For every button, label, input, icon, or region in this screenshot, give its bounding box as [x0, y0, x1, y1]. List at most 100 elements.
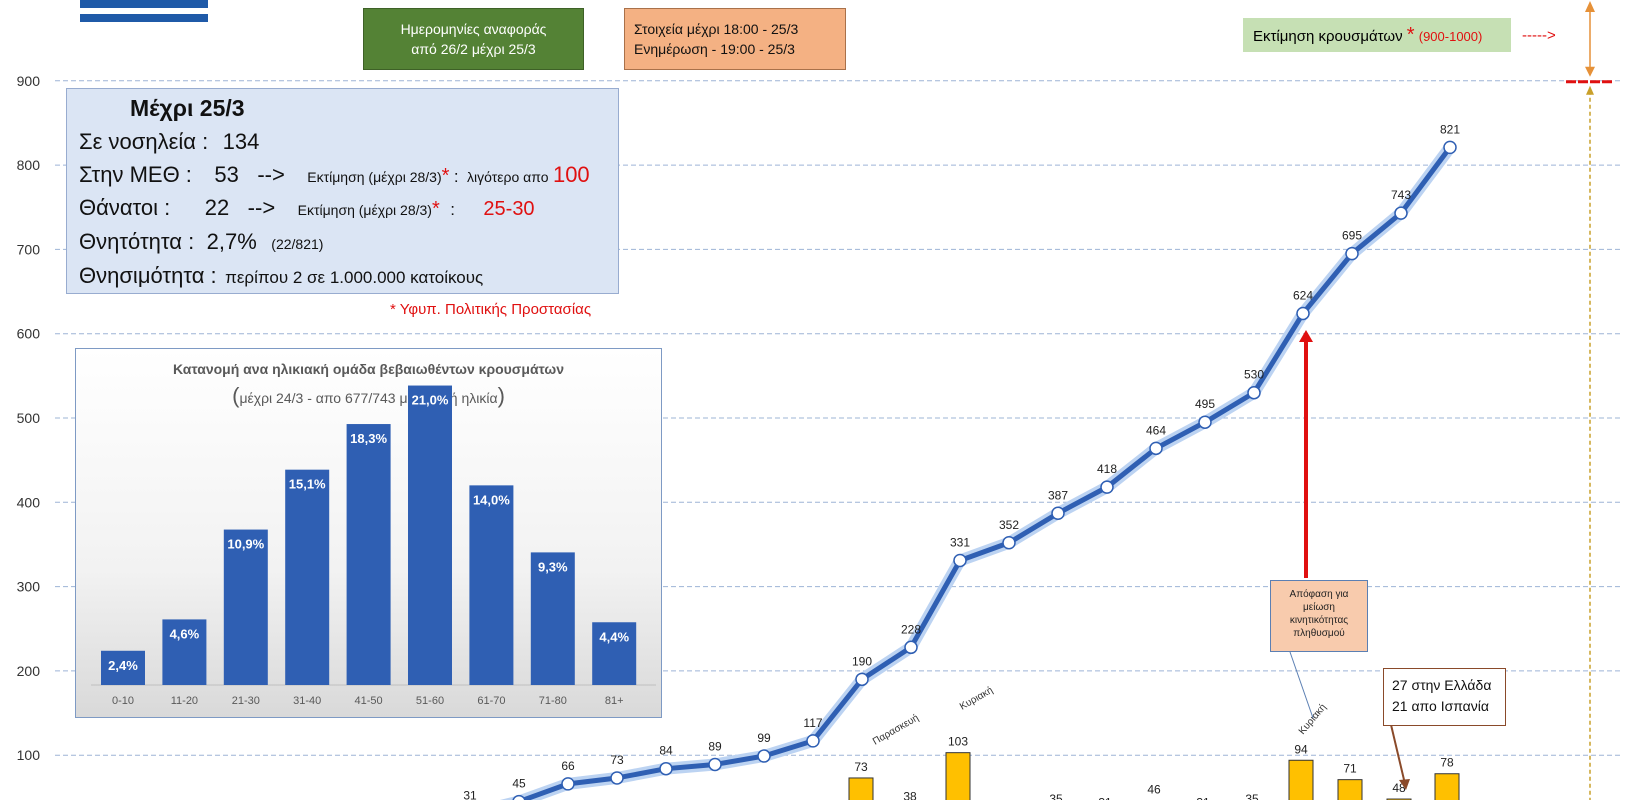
age-subtitle-open: ( — [232, 383, 240, 408]
imported-cases-annotation: 27 στην Ελλάδα 21 απο Ισπανία — [1383, 668, 1506, 726]
age-bar — [469, 485, 514, 685]
key-stats-panel: Μέχρι 25/3 Σε νοσηλεία : 134 Στην ΜΕΘ : … — [66, 88, 619, 294]
deaths-arrow: --> — [247, 195, 276, 220]
icu-estimate-value: 100 — [552, 162, 590, 187]
new-cases-label: 38 — [903, 789, 917, 800]
new-cases-bar — [945, 752, 971, 800]
case-fatality-value: 2,7% — [206, 229, 257, 254]
case-fatality-label: Θνητότητα : — [79, 229, 195, 254]
age-category-label: 81+ — [605, 695, 624, 707]
age-bar — [530, 552, 575, 685]
case-fatality-row: Θνητότητα : 2,7% (22/821) — [79, 229, 323, 255]
deaths-value: 22 — [204, 195, 230, 220]
new-cases-label: 73 — [854, 760, 868, 774]
icu-arrow: --> — [257, 162, 285, 187]
data-label: 624 — [1293, 288, 1313, 302]
y-tick-label: 600 — [17, 326, 41, 342]
data-label: 99 — [757, 731, 771, 745]
deaths-estimate-star: * — [431, 198, 440, 220]
age-category-label: 51-60 — [416, 695, 444, 707]
age-category-label: 21-30 — [232, 695, 260, 707]
data-label: 31 — [463, 788, 477, 800]
decision-line: μείωση — [1303, 602, 1335, 613]
imports-arrow-head — [1399, 779, 1410, 790]
estimate-range-head-bottom — [1585, 66, 1595, 77]
data-label: 821 — [1440, 122, 1460, 136]
y-tick-label: 300 — [17, 579, 41, 595]
age-bar-label: 14,0% — [473, 492, 510, 507]
age-bar-label: 21,0% — [412, 393, 449, 408]
data-point — [1443, 140, 1457, 155]
data-point — [512, 794, 526, 800]
estimate-label: Εκτίμηση κρουσμάτων — [1253, 28, 1403, 45]
data-label: 352 — [999, 518, 1019, 532]
icu-estimate-star: * — [441, 165, 450, 187]
hospitalized-row: Σε νοσηλεία : 134 — [79, 129, 259, 155]
data-label: 464 — [1146, 423, 1166, 437]
data-point — [1247, 385, 1261, 400]
hospitalized-label: Σε νοσηλεία : — [79, 129, 209, 154]
data-label: 331 — [950, 535, 970, 549]
age-bar-label: 4,4% — [599, 629, 629, 644]
age-category-label: 0-10 — [112, 695, 134, 707]
data-point — [1394, 206, 1408, 220]
data-point — [953, 553, 967, 568]
case-fatality-note: (22/821) — [271, 236, 324, 252]
imports-line: 21 απο Ισπανία — [1392, 698, 1489, 714]
icu-row: Στην ΜΕΘ : 53 --> Εκτίμηση (μέχρι 28/3)*… — [79, 162, 590, 188]
age-bar-label: 4,6% — [170, 626, 200, 641]
estimate-range-head-top — [1585, 1, 1595, 12]
estimate-box: Εκτίμηση κρουσμάτων * (900-1000) — [1243, 18, 1511, 52]
age-bar — [162, 619, 207, 685]
new-cases-label: 46 — [1147, 783, 1161, 797]
estimate-arrow: -----> — [1522, 27, 1556, 44]
icu-label: Στην ΜΕΘ : — [79, 162, 192, 187]
data-label: 117 — [803, 716, 822, 730]
age-distribution-chart: 2,4% 0-10 4,6% 11-20 10,9% 21-30 15,1% 31-40 18,… — [91, 385, 656, 707]
icu-estimate-label: Εκτίμηση (μέχρι 28/3) — [307, 169, 442, 185]
data-label: 89 — [708, 739, 722, 753]
deaths-label: Θάνατοι : — [79, 195, 171, 220]
mortality-value: περίπου 2 σε 1.000.000 κατοίκους — [225, 268, 484, 287]
data-point — [806, 734, 820, 748]
new-cases-bar — [848, 777, 874, 800]
estimate-star: * — [1406, 24, 1415, 46]
decision-arrow-head — [1299, 330, 1313, 342]
deaths-estimate-colon: : — [450, 200, 455, 219]
data-label: 73 — [610, 753, 624, 767]
flag-stripe — [80, 0, 208, 8]
data-update-line2: Ενημέρωση - 19:00 - 25/3 — [634, 41, 795, 57]
data-point — [659, 761, 673, 776]
weekday-label: Κυριακή — [1296, 701, 1329, 737]
data-label: 418 — [1097, 462, 1117, 476]
new-cases-label: 31 — [1098, 795, 1112, 800]
weekday-label: Παρασκευή — [871, 712, 921, 748]
data-label: 228 — [901, 622, 921, 636]
reference-dates-line1: Ημερομηνίες αναφοράς — [400, 21, 547, 37]
data-point — [1100, 480, 1114, 494]
new-cases-label: 78 — [1440, 756, 1454, 770]
age-category-label: 41-50 — [355, 695, 383, 707]
y-tick-label: 500 — [17, 410, 41, 426]
new-cases-label: 35 — [1245, 792, 1259, 800]
y-tick-label: 700 — [17, 241, 41, 257]
data-point — [708, 757, 722, 772]
data-label: 743 — [1391, 188, 1411, 202]
data-label: 530 — [1244, 368, 1264, 382]
reference-dates-box: Ημερομηνίες αναφοράς από 26/2 μέχρι 25/3 — [363, 8, 584, 70]
flag-stripe — [80, 14, 208, 22]
age-bar — [408, 385, 452, 685]
data-point — [1345, 246, 1359, 261]
decision-line: πληθυσμού — [1293, 628, 1345, 639]
deaths-estimate-value: 25-30 — [483, 198, 535, 220]
data-label: 66 — [561, 759, 575, 773]
new-cases-bar — [1337, 779, 1363, 800]
decision-line: κινητικότητας — [1289, 615, 1349, 626]
decision-pointer — [1289, 651, 1314, 719]
age-bar — [346, 424, 391, 685]
data-label: 387 — [1048, 488, 1068, 502]
data-point — [904, 640, 918, 655]
new-cases-label: 31 — [1196, 795, 1210, 800]
data-label: 695 — [1342, 229, 1362, 243]
